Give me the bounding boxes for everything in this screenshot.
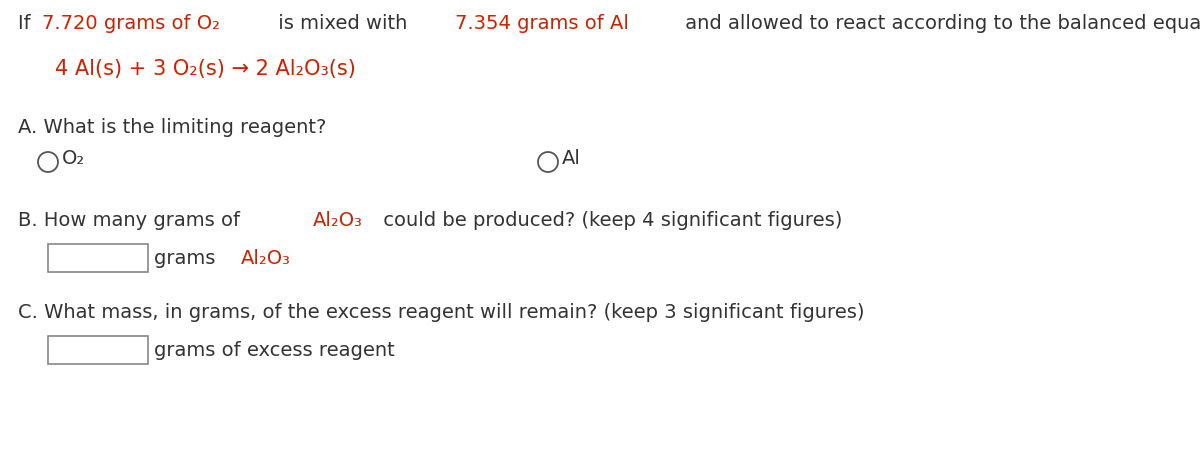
FancyBboxPatch shape [48, 336, 148, 364]
Text: 7.354 grams of Al: 7.354 grams of Al [455, 14, 629, 33]
Text: is mixed with: is mixed with [272, 14, 414, 33]
Text: A. What is the limiting reagent?: A. What is the limiting reagent? [18, 118, 326, 137]
Text: grams of excess reagent: grams of excess reagent [154, 341, 395, 359]
Text: Al₂O₃: Al₂O₃ [241, 249, 292, 267]
Text: 7.720 grams of O₂: 7.720 grams of O₂ [42, 14, 221, 33]
Text: O₂: O₂ [62, 149, 85, 168]
Text: 4 Al(s) + 3 O₂(s) → 2 Al₂O₃(s): 4 Al(s) + 3 O₂(s) → 2 Al₂O₃(s) [55, 59, 356, 79]
Text: If: If [18, 14, 37, 33]
Text: C. What mass, in grams, of the excess reagent will remain? (keep 3 significant f: C. What mass, in grams, of the excess re… [18, 303, 864, 322]
Text: could be produced? (keep 4 significant figures): could be produced? (keep 4 significant f… [377, 211, 842, 230]
Text: Al₂O₃: Al₂O₃ [312, 211, 362, 230]
FancyBboxPatch shape [48, 244, 148, 272]
Text: and allowed to react according to the balanced equation:: and allowed to react according to the ba… [679, 14, 1200, 33]
Text: B. How many grams of: B. How many grams of [18, 211, 246, 230]
Text: grams: grams [154, 249, 222, 267]
Text: Al: Al [562, 149, 581, 168]
